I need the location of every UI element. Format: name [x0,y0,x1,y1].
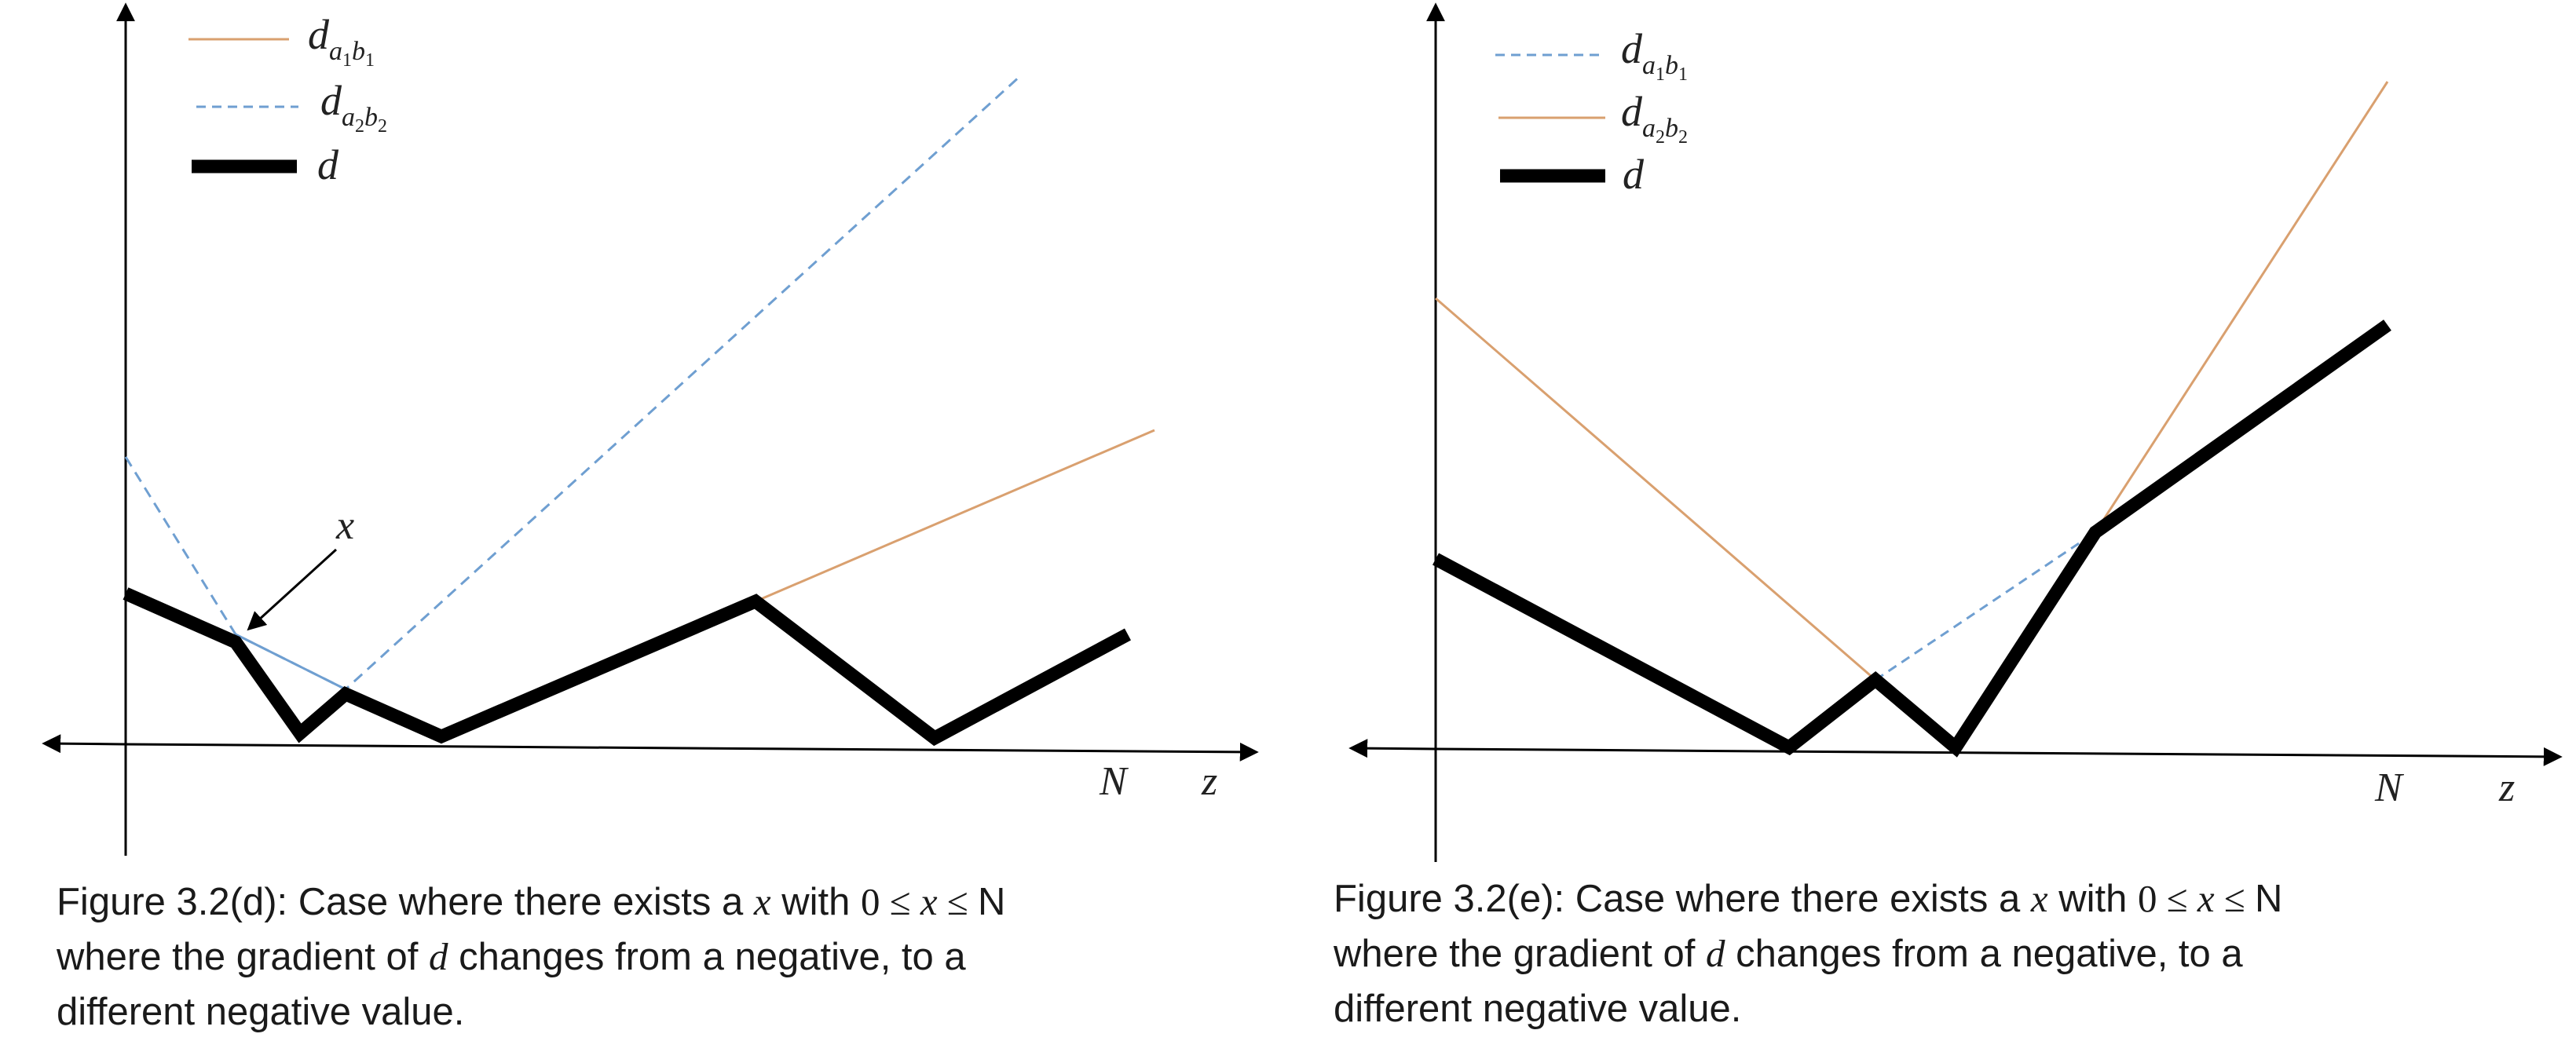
panel-e: N z da1b1 da2b2 d [1348,2,2563,862]
panel-e-line-da1b1 [1875,531,2096,681]
caption-text: Figure 3.2(d): Case where there exists a [57,881,754,923]
caption-var: x [920,880,938,923]
caption-text: changes from a negative, to a [1725,933,2243,975]
caption-math: ≤ [2157,877,2197,920]
panel-e-line-da2b2-right [2094,81,2389,533]
panel-d: x N z da1b1 da2b2 d [42,2,1259,856]
panel-e-caption-line-3: different negative value. [1334,988,1742,1030]
caption-math: 0 [2137,877,2157,920]
panel-d-x-pointer-arrow [247,548,338,631]
panel-e-caption-line-1: Figure 3.2(e): Case where there exists a… [1334,871,2282,926]
caption-var: x [2030,877,2048,920]
caption-text: Figure 3.2(e): Case where there exists a [1334,878,2031,920]
panel-d-caption-line-1: Figure 3.2(d): Case where there exists a… [57,875,1005,930]
panel-d-n-label: N [1099,759,1129,804]
caption-math: ≤ [2214,877,2256,920]
panel-e-caption-line-2: where the gradient of d changes from a n… [1334,926,2282,981]
caption-text: N [978,881,1006,923]
panel-e-z-label: z [2498,765,2515,810]
panel-d-x-axis-left [42,734,126,754]
caption-math: 0 [860,880,880,923]
panel-e-n-label: N [2374,765,2405,810]
caption-math: ≤ [937,880,979,923]
caption-text: with [2047,878,2138,920]
panel-d-caption: Figure 3.2(d): Case where there exists a… [57,875,1005,1039]
caption-var: x [2197,877,2215,920]
panel-e-line-d [1433,320,2391,758]
panel-d-caption-line-2: where the gradient of d changes from a n… [57,930,1005,984]
panel-d-line-da1b1 [755,429,1155,603]
panel-d-legend: da1b1 da2b2 d [188,11,387,188]
panel-d-line-d [123,587,1132,747]
caption-text: changes from a negative, to a [448,936,966,978]
panel-d-line-da2b2-solid [235,633,346,691]
panel-e-legend-label-1: da1b1 [1621,25,1688,85]
caption-math: ≤ [880,880,920,923]
panel-d-legend-label-3: d [317,141,339,188]
panel-e-legend: da1b1 da2b2 d [1495,25,1688,198]
caption-text: N [2255,878,2283,920]
panel-e-x-axis-right [1435,747,2563,766]
caption-var: d [428,935,448,978]
panel-d-point-label: x [335,503,354,548]
panel-d-legend-label-2: da2b2 [320,77,387,137]
panel-d-caption-line-3: different negative value. [57,991,465,1033]
caption-var: x [753,880,771,923]
panel-d-z-label: z [1201,759,1217,804]
panel-e-legend-label-3: d [1623,151,1645,198]
panel-d-x-axis-right [125,742,1259,762]
panel-e-caption: Figure 3.2(e): Case where there exists a… [1334,871,2282,1036]
caption-var: d [1705,932,1725,975]
caption-text: where the gradient of [1334,933,1706,975]
panel-e-x-axis-left [1348,739,1436,758]
caption-text: with [770,881,861,923]
panel-d-legend-label-1: da1b1 [308,11,375,71]
panel-e-line-da2b2 [1435,297,1876,681]
panel-e-legend-label-2: da2b2 [1621,88,1688,148]
caption-text: where the gradient of [57,936,429,978]
